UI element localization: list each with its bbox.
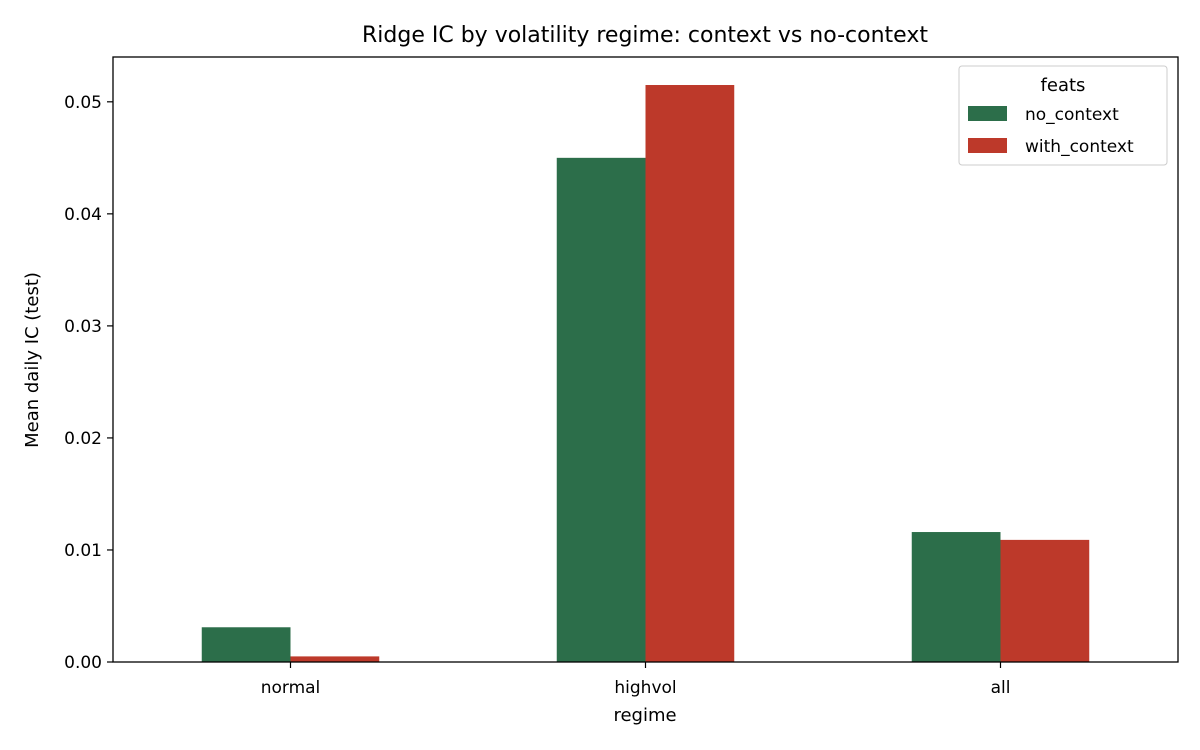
- chart-title: Ridge IC by volatility regime: context v…: [362, 23, 928, 48]
- x-tick-label: normal: [261, 678, 321, 698]
- legend-swatch-with_context: [968, 138, 1007, 153]
- legend-label-with_context: with_context: [1025, 137, 1134, 157]
- y-axis: 0.00 0.01 0.02 0.03 0.04 0.05: [64, 93, 113, 673]
- plot-area-frame: [112, 56, 1179, 663]
- bar-no_context-highvol: [556, 157, 646, 663]
- x-axis: normal highvol all: [261, 662, 1011, 698]
- legend-swatch-no_context: [968, 106, 1007, 121]
- legend-label-no_context: no_context: [1025, 105, 1119, 125]
- y-tick-label: 0.04: [64, 205, 102, 225]
- legend-frame: [958, 65, 1168, 166]
- x-axis-label: regime: [613, 705, 676, 726]
- y-tick-label: 0.01: [64, 541, 102, 561]
- bar-no_context-normal: [201, 627, 291, 662]
- bars: [201, 85, 1090, 663]
- bar-with_context-all: [1000, 539, 1090, 662]
- bar-no_context-all: [911, 532, 1001, 662]
- y-tick-label: 0.05: [64, 93, 102, 113]
- x-tick-label: all: [991, 678, 1011, 698]
- bar-with_context-normal: [290, 656, 380, 662]
- bar-with_context-highvol: [645, 85, 735, 662]
- legend-title: feats: [1041, 75, 1086, 96]
- x-tick-label: highvol: [614, 678, 676, 698]
- legend: feats no_context with_context: [958, 65, 1168, 166]
- y-tick-label: 0.02: [64, 429, 102, 449]
- y-axis-label: Mean daily IC (test): [22, 272, 43, 448]
- y-tick-label: 0.00: [64, 653, 102, 673]
- y-tick-label: 0.03: [64, 317, 102, 337]
